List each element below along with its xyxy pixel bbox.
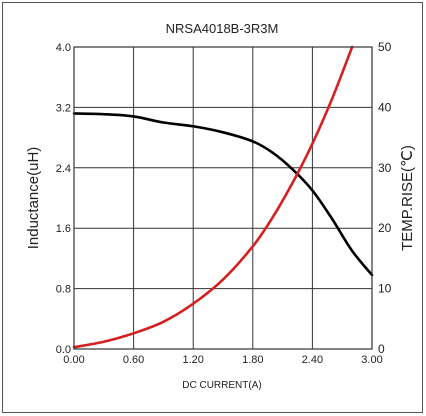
y2-tick-label-5: 50	[378, 40, 392, 54]
y2-tick-label-2: 20	[378, 221, 392, 235]
inductance-curve	[72, 112, 374, 277]
y-tick-label-2: 1.6	[56, 223, 71, 235]
tick-labels: 0.00 0.60 1.20 1.80 2.40 3.00 0.0 0.8 1.6 2.4 3.2 4…	[56, 40, 392, 366]
plot-frame	[73, 46, 373, 350]
y2-tick-label-0: 0	[378, 342, 385, 356]
curves	[72, 45, 374, 349]
x-tick-label-0: 0.00	[63, 354, 84, 366]
y-tick-label-3: 2.4	[56, 163, 71, 175]
x-tick-label-5: 3.00	[361, 354, 382, 366]
y-tick-label-4: 3.2	[56, 102, 71, 114]
grid	[74, 47, 372, 349]
y2-tick-label-1: 10	[378, 282, 392, 296]
temp-rise-curve	[72, 45, 354, 349]
x-tick-label-3: 1.80	[242, 354, 263, 366]
y-axis-label: Inductance(uH)	[25, 147, 42, 250]
y-tick-label-5: 4.0	[56, 42, 71, 54]
x-tick-label-4: 2.40	[302, 354, 323, 366]
y2-tick-label-3: 30	[378, 161, 392, 175]
y-tick-label-1: 0.8	[56, 284, 71, 296]
outer-frame	[2, 2, 423, 413]
x-axis-label: DC CURRENT(A)	[182, 380, 261, 391]
y2-axis-label: TEMP.RISE(℃)	[399, 145, 416, 251]
chart-title: NRSA4018B-3R3M	[166, 21, 279, 36]
x-tick-label-2: 1.20	[182, 354, 203, 366]
y2-tick-label-4: 40	[378, 100, 392, 114]
y-tick-label-0: 0.0	[56, 344, 71, 356]
x-tick-label-1: 0.60	[123, 354, 144, 366]
